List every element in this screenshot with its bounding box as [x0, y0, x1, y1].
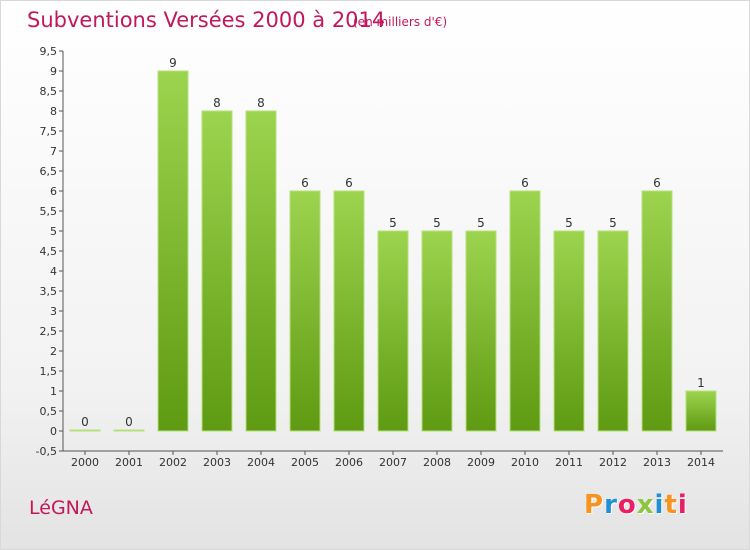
- bar-2012: [597, 230, 629, 432]
- bar-2011: [553, 230, 585, 432]
- y-tick-label: 4: [50, 265, 57, 278]
- x-tick-label-2009: 2009: [467, 456, 495, 469]
- logo-letter: r: [604, 490, 618, 520]
- y-tick-label: 1,5: [40, 365, 58, 378]
- value-label-2005: 6: [301, 176, 309, 190]
- bar-2010: [509, 190, 541, 432]
- value-label-2004: 8: [257, 96, 265, 110]
- y-tick-label: 5,5: [40, 205, 58, 218]
- y-tick-label: 6: [50, 185, 57, 198]
- value-label-2007: 5: [389, 216, 397, 230]
- x-tick-label-2005: 2005: [291, 456, 319, 469]
- y-tick-label: 7,5: [40, 125, 58, 138]
- x-tick-label-2000: 2000: [71, 456, 99, 469]
- value-label-2012: 5: [609, 216, 617, 230]
- logo-letter: i: [654, 490, 665, 520]
- value-label-2008: 5: [433, 216, 441, 230]
- bar-2004: [245, 110, 277, 432]
- unit-note: (en milliers d'€): [353, 15, 448, 29]
- x-tick-label-2012: 2012: [599, 456, 627, 469]
- bar-2000: [69, 429, 101, 432]
- bar-2005: [289, 190, 321, 432]
- value-label-2014: 1: [697, 376, 705, 390]
- y-tick-label: 2,5: [40, 325, 58, 338]
- logo-letter: i: [677, 490, 688, 520]
- bar-2009: [465, 230, 497, 432]
- y-tick-label: 1: [50, 385, 57, 398]
- x-tick-label-2001: 2001: [115, 456, 143, 469]
- y-tick-label: 6,5: [40, 165, 58, 178]
- y-tick-label: 5: [50, 225, 57, 238]
- commune-name: LéGNA: [29, 497, 93, 519]
- y-tick-label: 3,5: [40, 285, 58, 298]
- value-label-2009: 5: [477, 216, 485, 230]
- x-tick-label-2004: 2004: [247, 456, 275, 469]
- y-tick-label: 2: [50, 345, 57, 358]
- y-tick-label: 8,5: [40, 85, 58, 98]
- x-tick-label-2013: 2013: [643, 456, 671, 469]
- y-tick-label: 0,5: [40, 405, 58, 418]
- y-tick-label: 3: [50, 305, 57, 318]
- value-label-2000: 0: [81, 415, 89, 429]
- bar-2007: [377, 230, 409, 432]
- value-label-2001: 0: [125, 415, 133, 429]
- proxiti-logo[interactable]: Proxiti: [584, 490, 688, 520]
- logo-letter: x: [636, 490, 655, 520]
- value-label-2013: 6: [653, 176, 661, 190]
- bar-2008: [421, 230, 453, 432]
- value-label-2010: 6: [521, 176, 529, 190]
- y-tick-label: 0: [50, 425, 57, 438]
- x-tick-label-2002: 2002: [159, 456, 187, 469]
- x-tick-label-2014: 2014: [687, 456, 715, 469]
- x-tick-label-2011: 2011: [555, 456, 583, 469]
- value-label-2011: 5: [565, 216, 573, 230]
- bar-2003: [201, 110, 233, 432]
- y-tick-label: 9: [50, 65, 57, 78]
- logo-letter: o: [617, 490, 637, 520]
- y-tick-label: 4,5: [40, 245, 58, 258]
- value-label-2006: 6: [345, 176, 353, 190]
- value-label-2002: 9: [169, 56, 177, 70]
- y-tick-label: -0,5: [36, 445, 57, 458]
- bar-2002: [157, 70, 189, 432]
- value-label-2003: 8: [213, 96, 221, 110]
- x-tick-label-2003: 2003: [203, 456, 231, 469]
- x-tick-label-2008: 2008: [423, 456, 451, 469]
- bar-2001: [113, 429, 145, 432]
- bar-2006: [333, 190, 365, 432]
- bar-2013: [641, 190, 673, 432]
- chart-title: Subventions Versées 2000 à 2014: [27, 8, 386, 32]
- y-tick-label: 9,5: [40, 45, 58, 58]
- x-tick-label-2010: 2010: [511, 456, 539, 469]
- logo-letter: P: [584, 490, 605, 520]
- x-tick-label-2007: 2007: [379, 456, 407, 469]
- x-tick-label-2006: 2006: [335, 456, 363, 469]
- y-tick-label: 7: [50, 145, 57, 158]
- y-tick-label: 8: [50, 105, 57, 118]
- bar-2014: [685, 390, 717, 432]
- logo-letter: t: [664, 490, 678, 520]
